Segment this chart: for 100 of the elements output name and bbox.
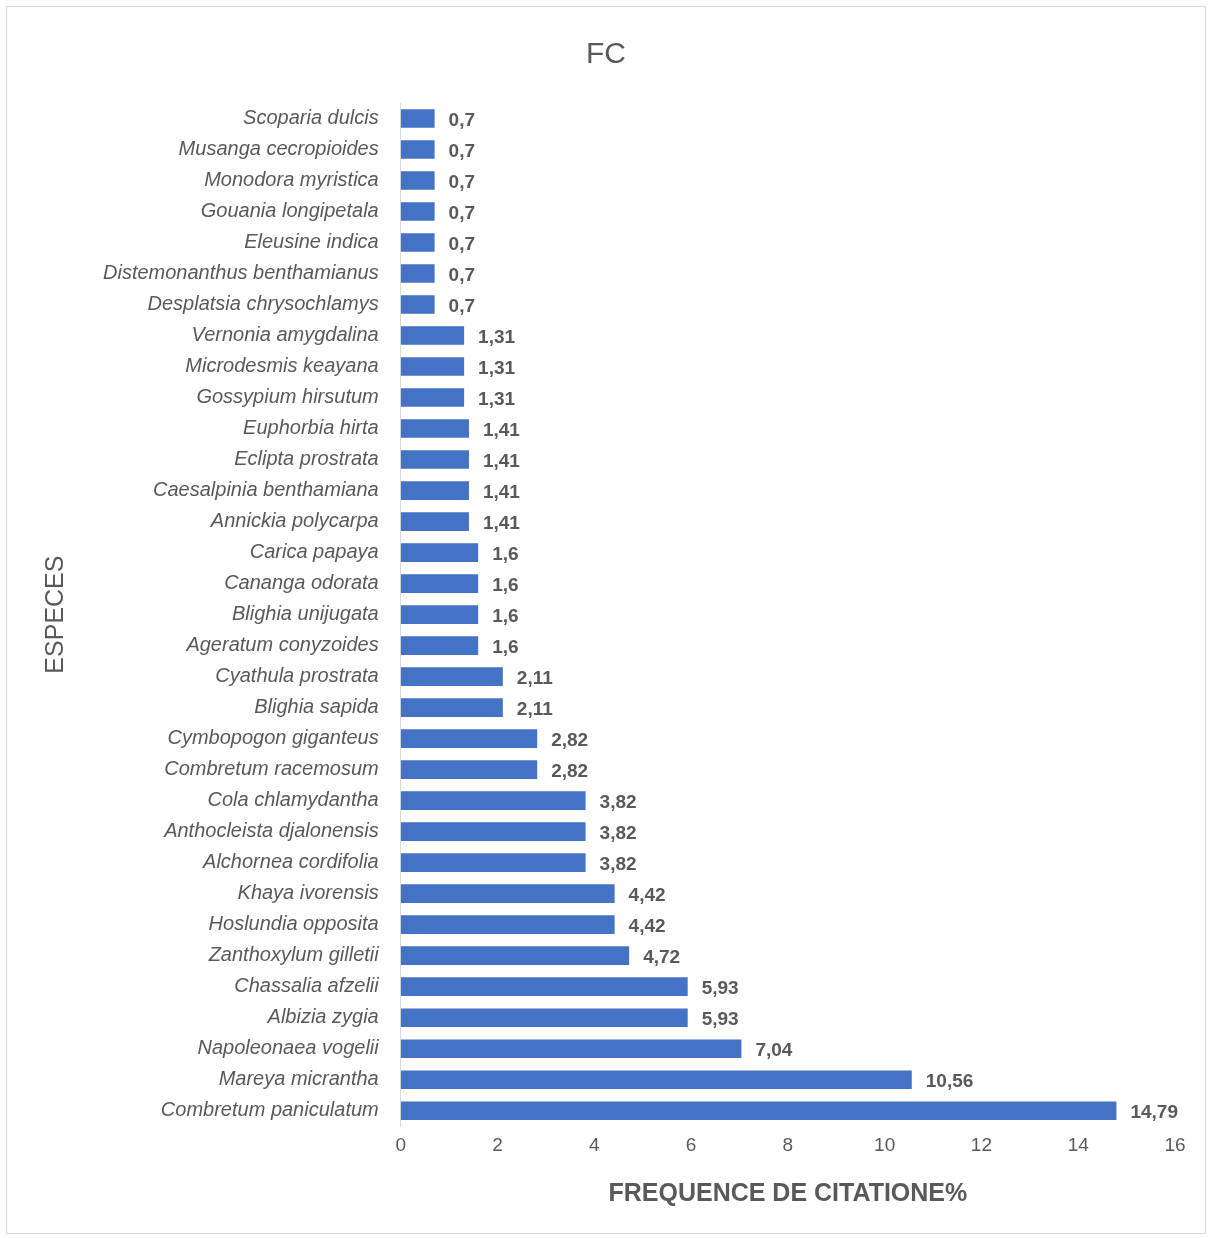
data-label: 4,42 [628,914,666,936]
data-label: 0,7 [448,201,476,223]
chart-title: FC [586,36,626,70]
bar [400,1101,1117,1120]
bar [400,450,469,469]
data-label: 0,7 [448,139,476,161]
y-tick-label: Ageratum conyzoides [185,633,379,656]
y-tick-label: Euphorbia hirta [243,416,379,439]
y-tick-label: Anthocleista djalonensis [163,819,379,842]
x-tick-label: 14 [1067,1133,1090,1155]
y-tick-label: Microdesmis keayana [185,354,379,377]
data-label: 1,41 [482,480,521,502]
data-label: 10,56 [925,1069,974,1091]
bar [400,1008,688,1027]
data-label: 1,31 [478,356,516,378]
bar [400,512,469,531]
y-tick-label: Combretum racemosum [164,757,379,780]
bar [400,729,538,748]
x-tick-label: 4 [589,1133,600,1155]
y-axis-title: ESPECES [39,555,68,674]
data-label: 3,82 [599,852,637,874]
y-tick-label: Caesalpinia benthamiana [153,478,379,501]
bar [400,574,479,593]
bar [400,109,435,128]
y-tick-label: Musanga cecropioides [178,137,379,160]
data-label: 0,7 [448,294,476,316]
bar [400,388,465,407]
data-label: 3,82 [599,790,637,812]
bar [400,977,688,996]
data-label: 1,41 [482,511,521,533]
bar [400,822,586,841]
y-tick-label: Desplatsia chrysochlamys [147,292,379,315]
bar [400,605,479,624]
bar [400,667,503,686]
bar [400,760,538,779]
bar [400,1070,912,1089]
y-tick-label: Cola chlamydantha [207,788,379,811]
bar [400,636,479,655]
bar [400,295,435,314]
bar [400,884,615,903]
data-label: 5,93 [701,1007,739,1029]
bar [400,1039,742,1058]
data-label: 2,82 [551,728,589,750]
y-tick-label: Alchornea cordifolia [202,850,379,873]
x-tick-label: 2 [492,1133,503,1155]
data-label: 5,93 [701,976,739,998]
y-tick-label: Khaya ivorensis [237,881,379,904]
y-tick-label: Distemonanthus benthamianus [102,261,379,284]
y-tick-label: Cymbopogon giganteus [167,726,379,749]
bar [400,171,435,190]
data-label: 0,7 [448,263,476,285]
bar [400,481,469,500]
data-label: 0,7 [448,170,476,192]
y-tick-label: Cyathula prostrata [215,664,379,687]
x-axis-title: FREQUENCE DE CITATIONE% [608,1177,968,1206]
data-label: 14,79 [1130,1100,1178,1122]
bar [400,698,503,717]
y-tick-label: Hoslundia opposita [208,912,379,935]
bar [400,946,630,965]
y-tick-label: Blighia unijugata [231,602,379,625]
y-tick-label: Cananga odorata [224,571,379,594]
x-tick-label: 10 [874,1133,896,1155]
y-tick-label: Gouania longipetala [200,199,379,222]
bar [400,357,465,376]
data-label: 1,41 [482,418,521,440]
y-tick-label: Napoleonaea vogelii [197,1036,380,1059]
x-tick-label: 12 [970,1133,992,1155]
y-tick-label: Blighia sapida [254,695,379,718]
y-tick-label: Zanthoxylum gilletii [207,943,380,966]
y-tick-label: Mareya micrantha [218,1067,379,1090]
data-label: 1,31 [478,387,516,409]
y-tick-label: Annickia polycarpa [209,509,379,532]
data-label: 0,7 [448,108,476,130]
bar [400,140,435,159]
y-tick-label: Combretum paniculatum [160,1098,379,1121]
bar [400,202,435,221]
x-tick-label: 16 [1164,1133,1186,1155]
data-label: 2,82 [551,759,589,781]
bar [400,264,435,283]
y-tick-label: Eclipta prostrata [234,447,379,470]
y-tick-label: Carica papaya [249,540,379,563]
x-tick-label: 0 [395,1133,407,1155]
bar [400,419,469,438]
bar [400,326,465,345]
y-tick-label: Vernonia amygdalina [191,323,379,346]
data-label: 1,31 [478,325,516,347]
data-label: 1,6 [492,542,519,564]
y-tick-label: Scoparia dulcis [243,106,379,129]
y-tick-label: Monodora myristica [204,168,379,191]
bar [400,543,479,562]
data-label: 1,6 [492,604,519,626]
data-label: 2,11 [516,697,554,719]
data-label: 1,6 [492,573,519,595]
data-label: 0,7 [448,232,476,254]
y-tick-label: Gossypium hirsutum [196,385,379,408]
bar [400,853,586,872]
data-label: 7,04 [755,1038,793,1060]
data-label: 2,11 [516,666,554,688]
y-tick-label: Chassalia afzelii [234,974,380,997]
data-label: 4,42 [628,883,666,905]
